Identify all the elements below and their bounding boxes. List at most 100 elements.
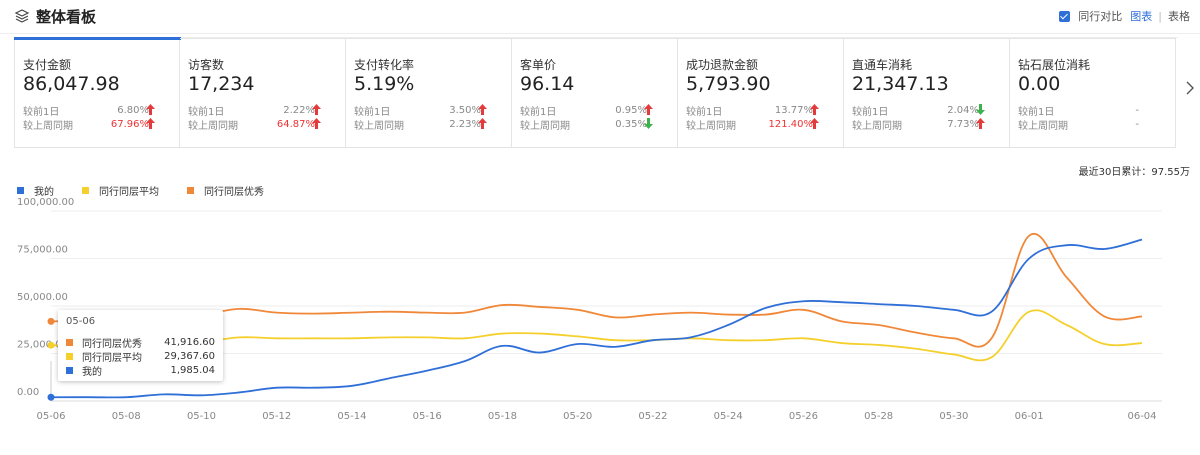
tooltip-swatch	[66, 366, 73, 374]
tooltip-series-value: 41,916.60	[164, 336, 215, 348]
chart-tooltip: 05-06 同行同层优秀 41,916.60 同行同层平均 29,367.60 我的 1,…	[58, 310, 223, 381]
compare-value: 121.40%	[768, 118, 814, 130]
x-tick-label: 05-20	[563, 411, 592, 422]
tooltip-series-value: 29,367.60	[164, 350, 215, 362]
metric-name: 客单价	[520, 58, 557, 72]
compare-value: 2.23%	[449, 118, 481, 130]
metric-card[interactable]: 成功退款金额 5,793.90 较前1日 13.77% 较上周同期 121.40%	[678, 38, 844, 148]
x-tick-label: 05-08	[112, 411, 141, 422]
x-tick-label: 05-14	[337, 411, 366, 422]
metric-card[interactable]: 支付转化率 5.19% 较前1日 3.50% 较上周同期 2.23%	[346, 38, 512, 148]
metric-compare-row: 较上周同期 67.96%	[23, 117, 179, 132]
metric-compare-row: 较上周同期 64.87%	[188, 117, 345, 132]
metric-card[interactable]: 客单价 96.14 较前1日 0.95% 较上周同期 0.35%	[512, 38, 678, 148]
x-tick-label: 05-22	[638, 411, 667, 422]
legend-label: 我的	[34, 187, 54, 198]
legend-swatch	[17, 187, 24, 194]
compare-label: 较前1日	[354, 106, 391, 118]
compare-label: 较上周同期	[520, 120, 570, 132]
legend-item[interactable]: 同行同层平均	[82, 183, 159, 198]
compare-label: 较前1日	[520, 106, 557, 118]
compare-value: 3.50%	[449, 104, 481, 116]
metric-name: 钻石展位消耗	[1018, 58, 1091, 72]
metric-card[interactable]: 支付金额 86,047.98 较前1日 6.80% 较上周同期 67.96%	[14, 37, 181, 148]
series-line	[50, 232, 1143, 348]
metric-compare-row: 较前1日 3.50%	[354, 103, 511, 118]
x-tick-label: 05-24	[714, 411, 743, 422]
x-tick-label: 05-28	[864, 411, 893, 422]
table-view-link[interactable]: 表格	[1168, 10, 1190, 23]
metric-compare-row: 较前1日 0.95%	[520, 103, 677, 118]
legend-item[interactable]: 同行同层优秀	[187, 183, 264, 198]
tooltip-series-name: 同行同层平均	[82, 352, 142, 364]
arrow-up-icon	[810, 118, 819, 129]
metric-compare-row: 较前1日 -	[1018, 103, 1175, 118]
metric-compare-row: 较前1日 2.04%	[852, 103, 1009, 118]
arrow-up-icon	[312, 104, 321, 115]
compare-checkbox[interactable]	[1059, 10, 1071, 22]
compare-value: 2.04%	[947, 104, 979, 116]
compare-value: -	[1135, 118, 1139, 130]
tooltip-series-name: 我的	[82, 366, 102, 378]
compare-label: 较上周同期	[852, 120, 902, 132]
compare-label: 较前1日	[852, 106, 889, 118]
legend-swatch	[82, 187, 89, 194]
compare-label: 较上周同期	[1018, 120, 1068, 132]
series-line	[50, 309, 1143, 362]
compare-value: 64.87%	[276, 118, 315, 130]
legend-label: 同行同层优秀	[204, 187, 264, 198]
tooltip-series-value: 1,985.04	[170, 364, 215, 376]
x-tick-label: 05-18	[488, 411, 517, 422]
y-tick-label: 0.00	[17, 387, 39, 398]
tooltip-row: 我的 1,985.04	[66, 363, 215, 378]
y-tick-label: 100,000.00	[17, 197, 74, 208]
arrow-up-icon	[478, 118, 487, 129]
metric-compare-row: 较上周同期 -	[1018, 117, 1175, 132]
x-tick-label: 05-16	[413, 411, 442, 422]
compare-label[interactable]: 同行对比	[1078, 10, 1123, 23]
compare-label: 较上周同期	[354, 120, 404, 132]
metric-value: 5,793.90	[686, 73, 771, 95]
chart-view-link[interactable]: 图表	[1130, 10, 1153, 23]
compare-value: 2.22%	[283, 104, 315, 116]
metric-compare-row: 较前1日 6.80%	[23, 103, 179, 118]
compare-label: 较前1日	[188, 106, 225, 118]
metric-value: 86,047.98	[23, 73, 120, 95]
metric-name: 支付转化率	[354, 58, 415, 72]
legend-item[interactable]: 我的	[17, 183, 54, 198]
compare-value: 13.77%	[774, 104, 813, 116]
metric-name: 支付金额	[23, 58, 72, 72]
arrow-up-icon	[146, 118, 155, 129]
tooltip-swatch	[66, 352, 73, 360]
x-tick-label: 05-12	[262, 411, 291, 422]
tooltip-date: 05-06	[66, 316, 96, 327]
tooltip-series-name: 同行同层优秀	[82, 338, 142, 350]
x-tick-label: 05-06	[36, 411, 65, 422]
arrow-up-icon	[644, 104, 653, 115]
series-line	[50, 238, 1143, 399]
arrow-up-icon	[810, 104, 819, 115]
metric-name: 直通车消耗	[852, 58, 913, 72]
summary-total: 最近30日累计：97.55万	[1078, 167, 1190, 178]
metric-compare-row: 较上周同期 121.40%	[686, 117, 843, 132]
line-chart: 0.00 25,000.00 50,000.00 75,000.00 100,000.0…	[17, 197, 1162, 422]
compare-label: 较前1日	[686, 106, 723, 118]
tooltip-row: 同行同层平均 29,367.60	[66, 349, 215, 364]
metric-compare-row: 较前1日 13.77%	[686, 103, 843, 118]
y-tick-label: 25,000.00	[17, 340, 68, 351]
compare-label: 较前1日	[23, 106, 60, 118]
tooltip-swatch	[66, 338, 73, 346]
metric-value: 5.19%	[354, 73, 415, 95]
arrow-down-icon	[976, 104, 985, 115]
metric-card[interactable]: 钻石展位消耗 0.00 较前1日 - 较上周同期 -	[1010, 38, 1176, 148]
chevron-right-icon[interactable]	[1184, 80, 1196, 96]
compare-label: 较前1日	[1018, 106, 1055, 118]
metric-cards: 支付金额 86,047.98 较前1日 6.80% 较上周同期 67.96% 访客数 17,2…	[14, 37, 1178, 148]
tooltip-row: 同行同层优秀 41,916.60	[66, 335, 215, 350]
metric-compare-row: 较前1日 2.22%	[188, 103, 345, 118]
series-point	[47, 341, 55, 349]
metric-card[interactable]: 直通车消耗 21,347.13 较前1日 2.04% 较上周同期 7.73%	[844, 38, 1010, 148]
metric-card[interactable]: 访客数 17,234 较前1日 2.22% 较上周同期 64.87%	[180, 38, 346, 148]
page-title: 整体看板	[36, 8, 97, 26]
arrow-up-icon	[478, 104, 487, 115]
